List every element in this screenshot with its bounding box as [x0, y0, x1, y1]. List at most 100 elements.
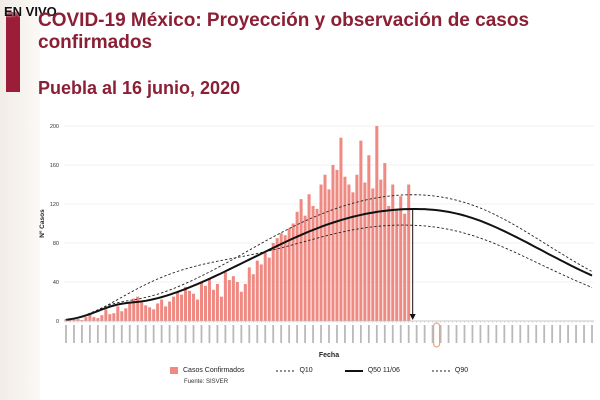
- x-tick-label: [487, 325, 490, 343]
- bar: [359, 140, 363, 321]
- x-tick-label: [232, 325, 235, 343]
- curve-q10: [65, 224, 593, 321]
- x-tick-label: [559, 325, 562, 343]
- bar: [387, 205, 391, 321]
- legend-item-casos: Casos Confirmados: [170, 367, 244, 374]
- page-subtitle: Puebla al 16 junio, 2020: [38, 78, 241, 98]
- y-tick-label: 200: [50, 124, 59, 130]
- bar: [223, 272, 227, 321]
- bar: [80, 320, 84, 321]
- x-tick-label: [423, 325, 426, 343]
- bar: [315, 208, 319, 321]
- page-title: COVID-19 México: Proyección y observació…: [38, 10, 530, 53]
- bar: [188, 290, 192, 321]
- bar: [211, 289, 215, 321]
- x-tick-label: [535, 325, 538, 343]
- x-tick-label: [383, 325, 386, 343]
- bar: [403, 213, 407, 321]
- chart-axes: 0 40 80 120 160 200 Fecha Nº Casos: [39, 124, 594, 359]
- x-tick-label: [104, 325, 107, 343]
- x-tick-label: [439, 325, 442, 343]
- x-tick-label: [168, 325, 171, 343]
- x-tick-label: [463, 325, 466, 343]
- legend: Casos Confirmados Q10 Q50 11/06 Q90: [170, 367, 468, 374]
- bar: [287, 228, 291, 321]
- x-tick-label: [431, 325, 434, 343]
- bar: [168, 301, 172, 321]
- legend-item-q90: Q90: [431, 367, 468, 374]
- bar: [343, 176, 347, 321]
- bar: [335, 169, 339, 321]
- bar: [347, 184, 351, 321]
- bar: [76, 319, 80, 321]
- x-tick-label: [128, 325, 131, 343]
- bar: [243, 283, 247, 321]
- bar: [327, 189, 331, 321]
- bar: [180, 294, 184, 321]
- bar: [92, 317, 96, 321]
- bar: [395, 208, 399, 321]
- bar: [203, 285, 207, 321]
- bar: [295, 211, 299, 321]
- x-tick-label: [73, 325, 75, 343]
- x-tick-label: [96, 325, 99, 343]
- x-tick-label: [591, 325, 593, 343]
- x-tick-label: [176, 325, 179, 343]
- x-tick-label: [65, 325, 67, 343]
- bar: [283, 235, 287, 321]
- x-tick-label: [336, 325, 338, 343]
- x-tick-label: [224, 325, 227, 343]
- bar-series: [64, 126, 411, 321]
- bar: [291, 223, 295, 321]
- x-tick-label: [567, 325, 569, 343]
- bar: [148, 307, 152, 321]
- bar: [275, 238, 279, 321]
- bar: [379, 179, 383, 321]
- x-tick-label: [375, 325, 378, 343]
- x-tick-label: [503, 325, 506, 343]
- legend-swatch-bar: [170, 367, 178, 374]
- bar: [351, 192, 355, 321]
- bar: [383, 163, 387, 321]
- bar: [215, 283, 219, 321]
- bar: [299, 199, 303, 321]
- bar: [184, 286, 188, 321]
- bar: [100, 315, 104, 321]
- x-tick-label: [344, 325, 346, 343]
- x-tick-label: [89, 325, 91, 343]
- x-tick-label: [575, 325, 577, 343]
- bar: [152, 309, 156, 321]
- bar: [104, 309, 108, 321]
- x-tick-label: [543, 325, 546, 343]
- bar: [323, 174, 327, 321]
- x-tick-label: [415, 325, 418, 343]
- source-note: Fuente: SISVER: [184, 379, 229, 385]
- bar: [112, 313, 116, 321]
- peak-marker-arrow: [409, 314, 416, 320]
- curve-q90: [65, 194, 593, 321]
- bar: [307, 194, 311, 321]
- x-tick-label: [208, 325, 211, 343]
- bar: [391, 184, 395, 321]
- bar: [267, 257, 271, 321]
- x-tick-label: [160, 325, 163, 343]
- bar: [68, 320, 72, 321]
- bar: [227, 280, 231, 321]
- x-tick-label: [240, 325, 243, 343]
- bar: [271, 243, 275, 321]
- x-tick-label: [359, 325, 362, 343]
- bar: [172, 296, 176, 321]
- bar: [156, 303, 160, 321]
- bar: [144, 305, 148, 321]
- legend-swatch-q90: [431, 370, 450, 371]
- x-tick-label: [152, 325, 155, 343]
- x-tick-label: [272, 325, 275, 343]
- x-tick-label: [256, 325, 259, 343]
- bar: [140, 302, 144, 321]
- x-tick-label: [112, 325, 115, 343]
- x-tick-label: [551, 325, 554, 343]
- x-tick-label: [407, 325, 410, 343]
- x-tick-label: [136, 325, 139, 343]
- bar: [407, 184, 411, 321]
